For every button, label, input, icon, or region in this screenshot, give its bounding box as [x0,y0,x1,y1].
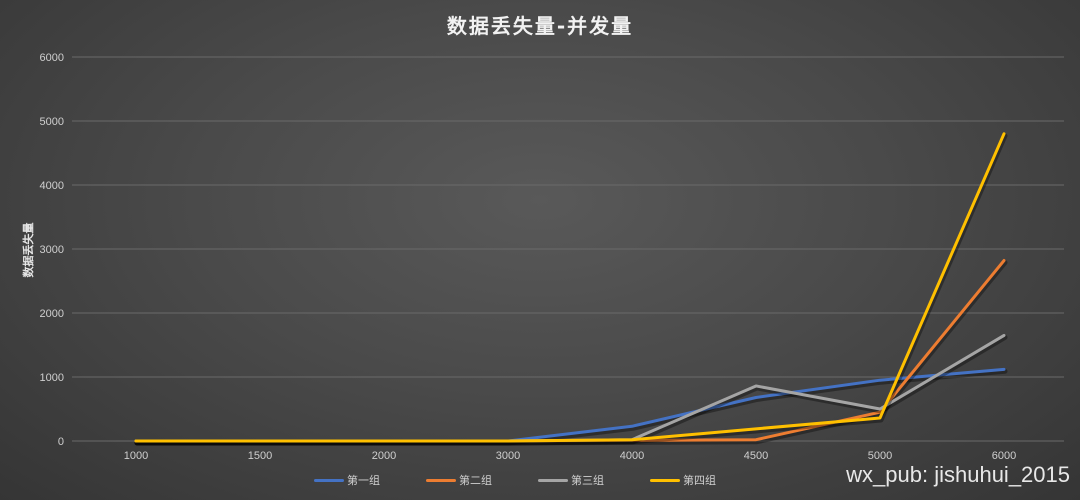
chart-title: 数据丢失量-并发量 [446,14,634,38]
series-line [134,367,1006,443]
legend-swatch-icon [314,478,344,482]
y-tick-label: 5000 [40,116,64,128]
legend-item[interactable]: 第二组 [426,472,538,488]
watermark: wx_pub: jishuhui_2015 [846,462,1070,487]
y-tick-label: 1000 [40,372,64,384]
legend-label: 第三组 [571,474,604,487]
legend: 第一组 第二组 第三组 第四组 [314,472,762,488]
x-tick-label: 6000 [992,450,1016,462]
legend-swatch-icon [650,478,680,482]
y-tick-label: 6000 [40,52,64,64]
legend-label: 第二组 [459,474,492,487]
y-tick-label: 2000 [40,308,64,320]
x-tick-label: 1000 [124,450,148,462]
legend-label: 第一组 [347,474,380,487]
legend-item[interactable]: 第一组 [314,472,426,488]
x-tick-label: 4500 [744,450,768,462]
series-line [134,333,1006,443]
y-tick-label: 4000 [40,180,64,192]
x-tick-label: 4000 [620,450,644,462]
legend-item[interactable]: 第三组 [538,472,650,488]
legend-label: 第四组 [683,474,716,487]
x-tick-label: 2000 [372,450,396,462]
y-tick-label: 0 [58,436,64,448]
series-line [134,132,1006,443]
series-line [134,259,1006,443]
x-tick-label: 1500 [248,450,272,462]
x-tick-label: 5000 [868,450,892,462]
x-tick-label: 3000 [496,450,520,462]
legend-swatch-icon [426,478,456,482]
legend-item[interactable]: 第四组 [650,472,762,488]
y-tick-label: 3000 [40,244,64,256]
legend-swatch-icon [538,478,568,482]
